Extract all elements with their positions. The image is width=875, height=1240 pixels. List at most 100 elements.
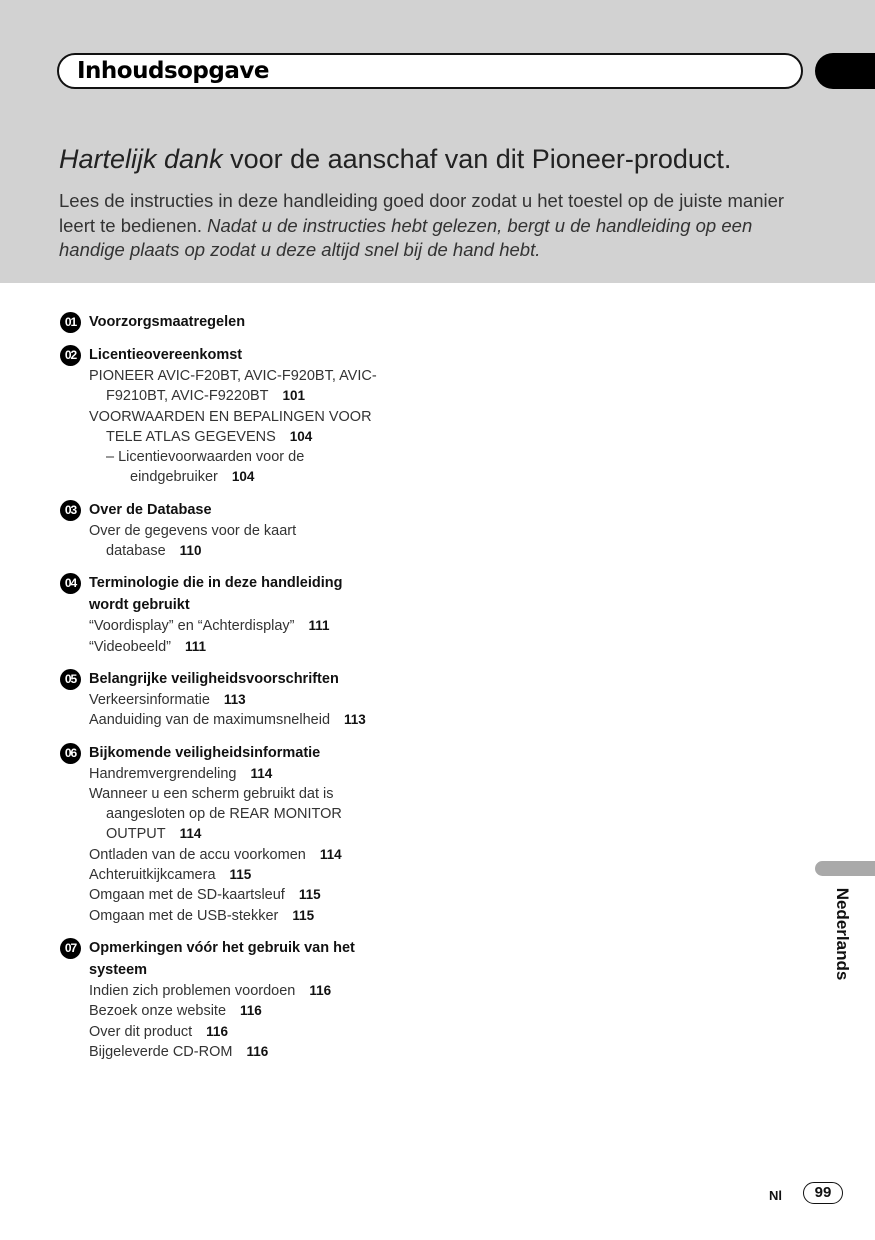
toc-entry[interactable]: TELE ATLAS GEGEVENS 104 [89,427,420,447]
chapter-title[interactable]: Bijkomende veiligheidsinformatie [89,744,321,761]
toc-section: 01 Voorzorgsmaatregelen [60,311,420,333]
toc-page-number: 114 [179,826,202,842]
toc-entry-text: Over de gegevens voor de kaart [89,522,297,539]
thanks-heading: Hartelijk dank voor de aanschaf van dit … [59,144,731,175]
toc-entry-text: Over dit product [89,1023,193,1040]
toc-entry-text: – Licentievoorwaarden voor de [106,449,305,466]
toc-entry[interactable]: OUTPUT 114 [89,824,420,844]
language-code: Nl [769,1188,782,1203]
chapter-number-badge: 02 [60,345,81,366]
chapter-title[interactable]: systeem [89,961,148,978]
toc-entry-text: F9210BT, AVIC-F9220BT [106,388,269,405]
toc-section: 07 Opmerkingen vóór het gebruik van het sy… [60,937,420,1062]
toc-entry[interactable]: “Voordisplay” en “Achterdisplay” 111 [89,616,420,636]
toc-page-number: 111 [308,618,330,634]
toc-entry[interactable]: PIONEER AVIC-F20BT, AVIC-F920BT, AVIC- [89,366,420,386]
toc-section: 05 Belangrijke veiligheidsvoorschriften Ve… [60,668,420,731]
toc-section: 02 Licentieovereenkomst PIONEER AVIC-F20BT… [60,344,420,488]
toc-entry[interactable]: Over de gegevens voor de kaart [89,521,420,541]
toc-page-number: 116 [240,1003,262,1019]
toc-entry[interactable]: Over dit product 116 [89,1022,420,1042]
toc-entry-text: database [106,543,166,560]
toc-entry-text: eindgebruiker [130,469,218,486]
toc-page-number: 113 [344,712,366,728]
chapter-title[interactable]: Over de Database [89,501,212,518]
page-number: 99 [803,1182,843,1204]
toc-entry-text: Omgaan met de USB-stekker [89,907,279,924]
toc-entry[interactable]: “Videobeeld” 111 [89,637,420,657]
toc-page-number: 114 [319,846,342,862]
toc-entry[interactable]: Bijgeleverde CD-ROM 116 [89,1042,420,1062]
toc-entry-text: Indien zich problemen voordoen [89,982,296,999]
toc-page-number: 115 [292,907,315,923]
toc-page-number: 113 [223,691,246,707]
toc-entry-text: Verkeersinformatie [89,691,210,708]
chapter-tab [815,53,875,89]
chapter-number-badge: 01 [60,312,81,333]
toc-page-number: 115 [298,887,321,903]
chapter-number-badge: 06 [60,742,81,764]
toc-entry-text: “Voordisplay” en “Achterdisplay” [89,618,295,635]
toc-entry[interactable]: Verkeersinformatie 113 [89,690,420,710]
toc-entry[interactable]: Omgaan met de SD-kaartsleuf 115 [89,885,420,905]
thanks-rest: voor de aanschaf van dit Pioneer-product… [222,144,732,174]
table-of-contents: 01 Voorzorgsmaatregelen 02 Licentieovereenk… [60,311,420,1073]
section-title: Inhoudsopgave [77,58,269,84]
toc-entry[interactable]: aangesloten op de REAR MONITOR [89,804,420,824]
toc-entry-text: Omgaan met de SD-kaartsleuf [89,887,285,904]
chapter-title[interactable]: Licentieovereenkomst [89,347,243,363]
toc-section: 03 Over de Database Over de gegevens voor … [60,499,420,562]
toc-entry[interactable]: Aanduiding van de maximumsnelheid 113 [89,710,420,730]
toc-page-number: 104 [289,428,313,444]
toc-section: 06 Bijkomende veiligheidsinformatie Handre… [60,742,420,926]
toc-entry-text: Ontladen van de accu voorkomen [89,846,306,863]
chapter-number-badge: 05 [60,668,81,690]
toc-entry-text: “Videobeeld” [89,638,171,655]
toc-entry[interactable]: eindgebruiker 104 [89,467,420,487]
toc-entry-text: Wanneer u een scherm gebruikt dat is [89,785,334,802]
header-band [0,0,875,283]
toc-entry[interactable]: Indien zich problemen voordoen 116 [89,981,420,1001]
chapter-number-badge: 03 [60,499,81,521]
toc-entry[interactable]: F9210BT, AVIC-F9220BT 101 [89,386,420,406]
language-tab [815,861,875,876]
toc-entry[interactable]: Omgaan met de USB-stekker 115 [89,906,420,926]
toc-entry-text: PIONEER AVIC-F20BT, AVIC-F920BT, AVIC- [89,368,377,384]
toc-entry[interactable]: Ontladen van de accu voorkomen 114 [89,845,420,865]
chapter-number-badge: 07 [60,937,81,959]
toc-entry-text: Bijgeleverde CD-ROM [89,1043,233,1060]
chapter-title[interactable]: Terminologie die in deze handleiding [89,575,343,592]
toc-page-number: 116 [206,1023,228,1039]
toc-entry-text: OUTPUT [106,826,166,843]
intro-normal: Lees de instructies in deze handleiding … [59,190,785,236]
toc-page-number: 104 [231,469,255,485]
toc-entry-text: Bezoek onze website [89,1003,227,1020]
toc-page-number: 110 [179,543,202,559]
toc-page-number: 111 [184,638,207,654]
chapter-number-badge: 04 [60,573,81,595]
toc-entry[interactable]: Bezoek onze website 116 [89,1001,420,1021]
toc-entry[interactable]: Achteruitkijkcamera 115 [89,865,420,885]
intro-paragraph: Lees de instructies in deze handleiding … [59,189,819,263]
toc-entry-text: aangesloten op de REAR MONITOR [106,806,342,823]
toc-entry-text: Handremvergrendeling [89,765,237,782]
chapter-title[interactable]: Voorzorgsmaatregelen [89,314,246,330]
toc-entry[interactable]: – Licentievoorwaarden voor de [89,447,420,467]
toc-entry[interactable]: Handremvergrendeling 114 [89,764,420,784]
toc-entry-text: Aanduiding van de maximumsnelheid [89,712,331,729]
intro-italic: Nadat u de instructies hebt gelezen, ber… [59,214,753,261]
thanks-italic: Hartelijk dank [59,144,223,174]
chapter-title[interactable]: wordt gebruikt [89,597,190,614]
chapter-title[interactable]: Opmerkingen vóór het gebruik van het [89,939,355,956]
toc-page-number: 116 [309,982,332,998]
toc-page-number: 101 [282,388,306,404]
toc-entry-text: Achteruitkijkcamera [89,867,216,884]
toc-page-number: 116 [246,1043,269,1059]
toc-entry[interactable]: Wanneer u een scherm gebruikt dat is [89,784,420,804]
toc-entry-text: VOORWAARDEN EN BEPALINGEN VOOR [89,408,372,425]
toc-section: 04 Terminologie die in deze handleiding wo… [60,572,420,657]
toc-entry[interactable]: database 110 [89,541,420,561]
toc-entry[interactable]: VOORWAARDEN EN BEPALINGEN VOOR [89,407,420,427]
chapter-title[interactable]: Belangrijke veiligheidsvoorschriften [89,670,339,687]
toc-entry-text: TELE ATLAS GEGEVENS [106,428,276,445]
